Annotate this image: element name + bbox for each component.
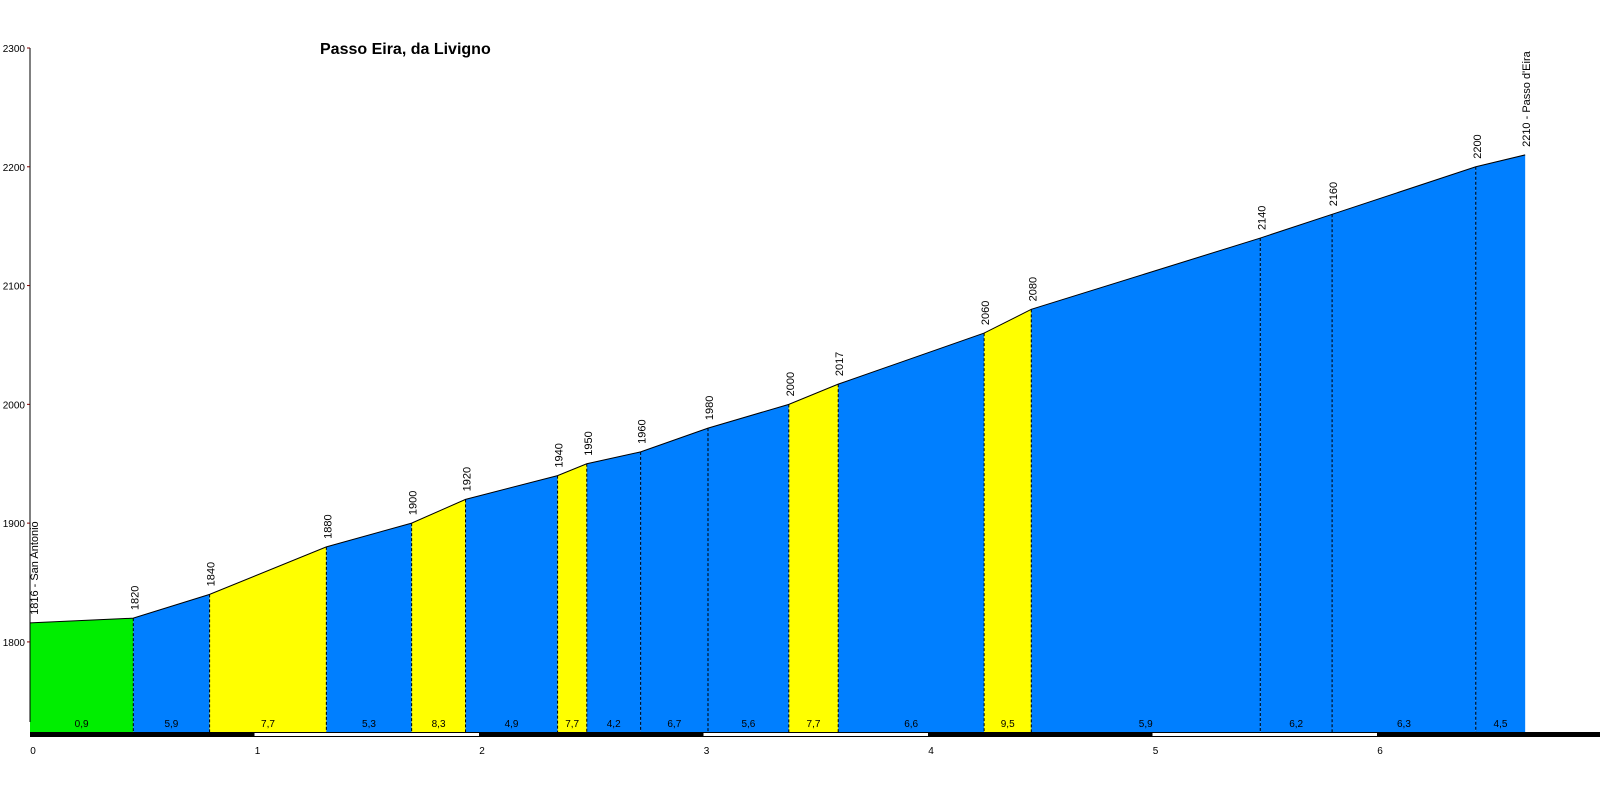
- segment-fill: [411, 499, 466, 732]
- gradient-label: 5,9: [164, 719, 178, 730]
- elevation-label: 2200: [1472, 134, 1484, 158]
- elevation-label: 1820: [129, 586, 141, 610]
- gradient-label: 7,7: [565, 719, 579, 730]
- elevation-label: 2210 - Passo d'Eira: [1521, 50, 1533, 147]
- x-axis: 0 1 2 3 4 5 6: [30, 732, 1600, 757]
- x-tick-label: 1: [255, 746, 261, 757]
- segment-fill: [984, 309, 1032, 732]
- gradient-label: 8,3: [432, 719, 446, 730]
- profile-line: [29, 154, 1526, 624]
- segment-fill: [1260, 214, 1333, 732]
- gradient-label: 7,7: [807, 719, 821, 730]
- segment-fill: [586, 451, 641, 732]
- segment-fill: [557, 463, 587, 732]
- gradient-label: 5,6: [741, 719, 755, 730]
- gradient-label: 4,2: [607, 719, 621, 730]
- elevation-label: 1900: [408, 491, 420, 515]
- gradient-label: 4,9: [505, 719, 519, 730]
- x-axis-stripe: [1152, 733, 1377, 736]
- y-tick-label: 2000: [3, 400, 26, 411]
- gradient-label: 6,6: [904, 719, 918, 730]
- y-tick-label: 2100: [3, 282, 26, 293]
- elevation-label: 2017: [834, 352, 846, 376]
- gradient-label: 6,2: [1289, 719, 1303, 730]
- elevation-labels: 1816 - San Antonio 1820 1840 1880 1900 1920 19…: [29, 50, 1533, 615]
- segment-fill: [1332, 166, 1476, 733]
- elevation-label: 1950: [583, 431, 595, 455]
- gradient-label: 6,7: [667, 719, 681, 730]
- chart-title: Passo Eira, da Livigno: [320, 41, 491, 58]
- y-tick-label: 1900: [3, 519, 26, 530]
- gradient-label: 4,5: [1494, 719, 1508, 730]
- segment-fill: [326, 523, 412, 732]
- elevation-label: 1880: [322, 514, 334, 538]
- x-tick-label: 0: [30, 746, 36, 757]
- gradient-label: 6,3: [1397, 719, 1411, 730]
- y-tick-label: 1800: [3, 638, 26, 649]
- segment-fills: [30, 154, 1526, 733]
- segment-fill: [838, 333, 985, 732]
- gradient-label: 0,9: [75, 719, 89, 730]
- elevation-label: 1940: [554, 443, 566, 467]
- elevation-label: 1920: [462, 467, 474, 491]
- elevation-label: 2000: [785, 372, 797, 396]
- segment-fill: [640, 428, 708, 732]
- elevation-label: 2140: [1256, 206, 1268, 230]
- elevation-label: 2080: [1027, 277, 1039, 301]
- gradient-labels: 0,9 5,9 7,7 5,3 8,3 4,9 7,7 4,2 6,7 5,6 7,7 6,6 9,5 5…: [75, 719, 1508, 730]
- x-tick-label: 5: [1153, 746, 1159, 757]
- gradient-label: 5,9: [1139, 719, 1153, 730]
- y-axis: 1800 1900 2000 2100 2200 2300: [3, 44, 31, 722]
- segment-fill: [1031, 238, 1261, 732]
- elevation-label: 1840: [206, 562, 218, 586]
- segment-fill: [133, 594, 210, 732]
- elevation-label: 2060: [980, 301, 992, 325]
- x-tick-label: 2: [479, 746, 485, 757]
- segment-fill: [788, 384, 839, 732]
- segment-fill: [209, 546, 327, 732]
- gradient-label: 5,3: [362, 719, 376, 730]
- gradient-label: 9,5: [1001, 719, 1015, 730]
- elevation-label: 1980: [704, 396, 716, 420]
- x-axis-stripe: [703, 733, 928, 736]
- segment-fill: [30, 618, 134, 732]
- segment-fill: [707, 404, 789, 732]
- x-tick-label: 4: [928, 746, 934, 757]
- elevation-label: 1816 - San Antonio: [29, 521, 41, 615]
- segment-dividers: [132, 166, 1477, 732]
- y-tick-label: 2300: [3, 44, 26, 55]
- x-tick-label: 6: [1377, 746, 1383, 757]
- elevation-label: 2160: [1328, 182, 1340, 206]
- x-tick-label: 3: [704, 746, 710, 757]
- gradient-label: 7,7: [261, 719, 275, 730]
- elevation-label: 1960: [637, 419, 649, 443]
- segment-fill: [465, 475, 558, 732]
- x-axis-stripe: [254, 733, 479, 736]
- y-tick-label: 2200: [3, 163, 26, 174]
- segment-fill: [1475, 154, 1526, 732]
